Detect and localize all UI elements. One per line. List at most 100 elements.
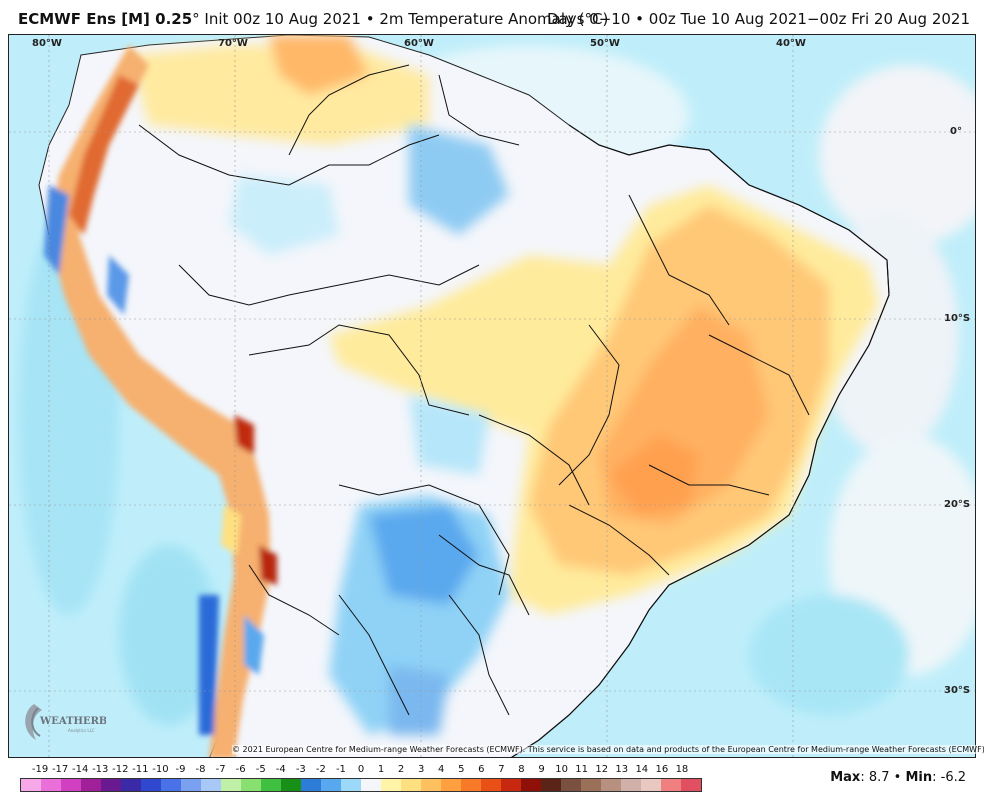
colorbar-tick-label: 18 — [675, 764, 689, 775]
colorbar-tick-label: 2 — [397, 764, 405, 775]
colorbar-tick-label: -11 — [132, 764, 149, 775]
colorbar-swatch — [261, 779, 281, 791]
model-name: ECMWF Ens [M] 0.25 — [18, 10, 193, 28]
colorbar-tick-label: -7 — [215, 764, 226, 775]
bullet: • — [360, 10, 380, 28]
colorbar-tick-label: -10 — [152, 764, 169, 775]
colorbar-swatch — [21, 779, 41, 791]
andes-anomaly-streaks — [44, 45, 277, 757]
colorbar-tick-label: 13 — [615, 764, 629, 775]
min-value: : -6.2 — [932, 770, 966, 785]
lat-label-20s: 20°S — [944, 499, 971, 510]
colorbar-tick-label: -19 — [31, 764, 49, 775]
data-credit: © 2021 European Centre for Medium-range … — [232, 745, 984, 754]
weatherbell-logo: WEATHERBELL Analytics LLC — [25, 704, 106, 740]
max-value: : 8.7 — [860, 770, 890, 785]
colorbar-swatch — [321, 779, 341, 791]
lon-label-60w: 60°W — [404, 38, 434, 49]
colorbar-tick-label: 4 — [438, 764, 445, 775]
colorbar-swatch — [621, 779, 641, 791]
colorbar-swatch — [561, 779, 581, 791]
colorbar-tick-label: 8 — [518, 764, 525, 775]
colorbar-swatch — [401, 779, 421, 791]
colorbar-swatch — [61, 779, 81, 791]
colorbar-swatch — [641, 779, 661, 791]
colorbar-swatch — [601, 779, 621, 791]
max-label: Max — [830, 770, 861, 785]
colorbar-swatch — [241, 779, 261, 791]
colorbar-tick-label: 14 — [635, 764, 649, 775]
colorbar-swatch — [541, 779, 561, 791]
colorbar-swatch — [521, 779, 541, 791]
lon-label-70w: 70°W — [218, 38, 248, 49]
colorbar-tick-label: 0 — [357, 764, 365, 775]
colorbar-swatch — [301, 779, 321, 791]
colorbar — [20, 778, 702, 792]
min-max-stats: Max: 8.7 • Min: -6.2 — [830, 770, 966, 785]
map-title: ECMWF Ens [M] 0.25° Init 00z 10 Aug 2021… — [18, 10, 608, 28]
colorbar-tick-label: -14 — [72, 764, 89, 775]
colorbar-swatch — [121, 779, 141, 791]
colorbar-swatch — [161, 779, 181, 791]
colorbar-swatch — [421, 779, 441, 791]
colorbar-tick-label: -8 — [195, 764, 206, 775]
init-time: Init 00z 10 Aug 2021 — [199, 10, 361, 28]
lon-label-40w: 40°W — [776, 38, 806, 49]
colorbar-swatch — [201, 779, 221, 791]
colorbar-tick-label: -6 — [235, 764, 246, 775]
colorbar-swatch — [101, 779, 121, 791]
colorbar-tick-label: 16 — [655, 764, 669, 775]
colorbar-tick-label: 1 — [377, 764, 385, 775]
lon-label-80w: 80°W — [32, 38, 62, 49]
colorbar-swatch — [681, 779, 701, 791]
min-label: Min — [905, 770, 933, 785]
colorbar-tick-label: 12 — [595, 764, 609, 775]
country-borders — [138, 64, 810, 716]
colorbar-tick-label: -4 — [275, 764, 286, 775]
colorbar-tick-label: -13 — [92, 764, 109, 775]
colorbar-swatch — [341, 779, 361, 791]
colorbar-tick-label: -1 — [335, 764, 346, 775]
colorbar-tick-label: 10 — [555, 764, 568, 775]
colorbar-tick-label: 11 — [575, 764, 589, 775]
colorbar-swatch — [441, 779, 461, 791]
lat-label-30s: 30°S — [944, 685, 971, 696]
colorbar-tick-label: 6 — [478, 764, 485, 775]
colorbar-swatch — [181, 779, 201, 791]
anomaly-map — [9, 35, 975, 757]
logo-subtext: Analytics LLC — [68, 728, 95, 733]
lon-label-50w: 50°W — [590, 38, 620, 49]
map-panel — [8, 34, 976, 758]
lat-label-0: 0° — [950, 126, 962, 137]
colorbar-swatch — [81, 779, 101, 791]
header: ECMWF Ens [M] 0.25° Init 00z 10 Aug 2021… — [0, 0, 984, 34]
colorbar-swatch — [221, 779, 241, 791]
variable-name: 2m Temperature Anomaly (°C) — [379, 10, 609, 28]
lat-label-10s: 10°S — [944, 313, 971, 324]
coastline — [511, 124, 890, 757]
colorbar-tick-label: 5 — [458, 764, 465, 775]
colorbar-swatch — [661, 779, 681, 791]
colorbar-swatch — [281, 779, 301, 791]
colorbar-tick-label: -5 — [255, 764, 266, 775]
warm-anomaly-shading — [129, 35, 879, 615]
colorbar-tick-label: 3 — [417, 764, 425, 775]
colorbar-swatch — [501, 779, 521, 791]
colorbar-labels: -19 -17 -14 -13 -12 -11 -10 -9 -8 -7 -6 -5 -4 -3 -2 -1 0… — [20, 764, 702, 778]
colorbar-tick-label: 7 — [498, 764, 505, 775]
colorbar-swatch — [141, 779, 161, 791]
colorbar-swatch — [41, 779, 61, 791]
colorbar-tick-label: -12 — [112, 764, 129, 775]
colorbar-swatch — [581, 779, 601, 791]
colorbar-tick-label: -3 — [295, 764, 306, 775]
logo-text: WEATHERBELL — [39, 716, 106, 727]
graticule — [9, 35, 975, 757]
stats-separator: • — [889, 770, 906, 785]
degree-symbol: ° — [192, 10, 200, 28]
colorbar-swatch — [381, 779, 401, 791]
colorbar-tick-label: -17 — [51, 764, 69, 775]
colorbar-tick-label: 9 — [538, 764, 545, 775]
colorbar-tick-label: -2 — [315, 764, 326, 775]
colorbar-swatch — [461, 779, 481, 791]
colorbar-tick-label: -9 — [175, 764, 186, 775]
